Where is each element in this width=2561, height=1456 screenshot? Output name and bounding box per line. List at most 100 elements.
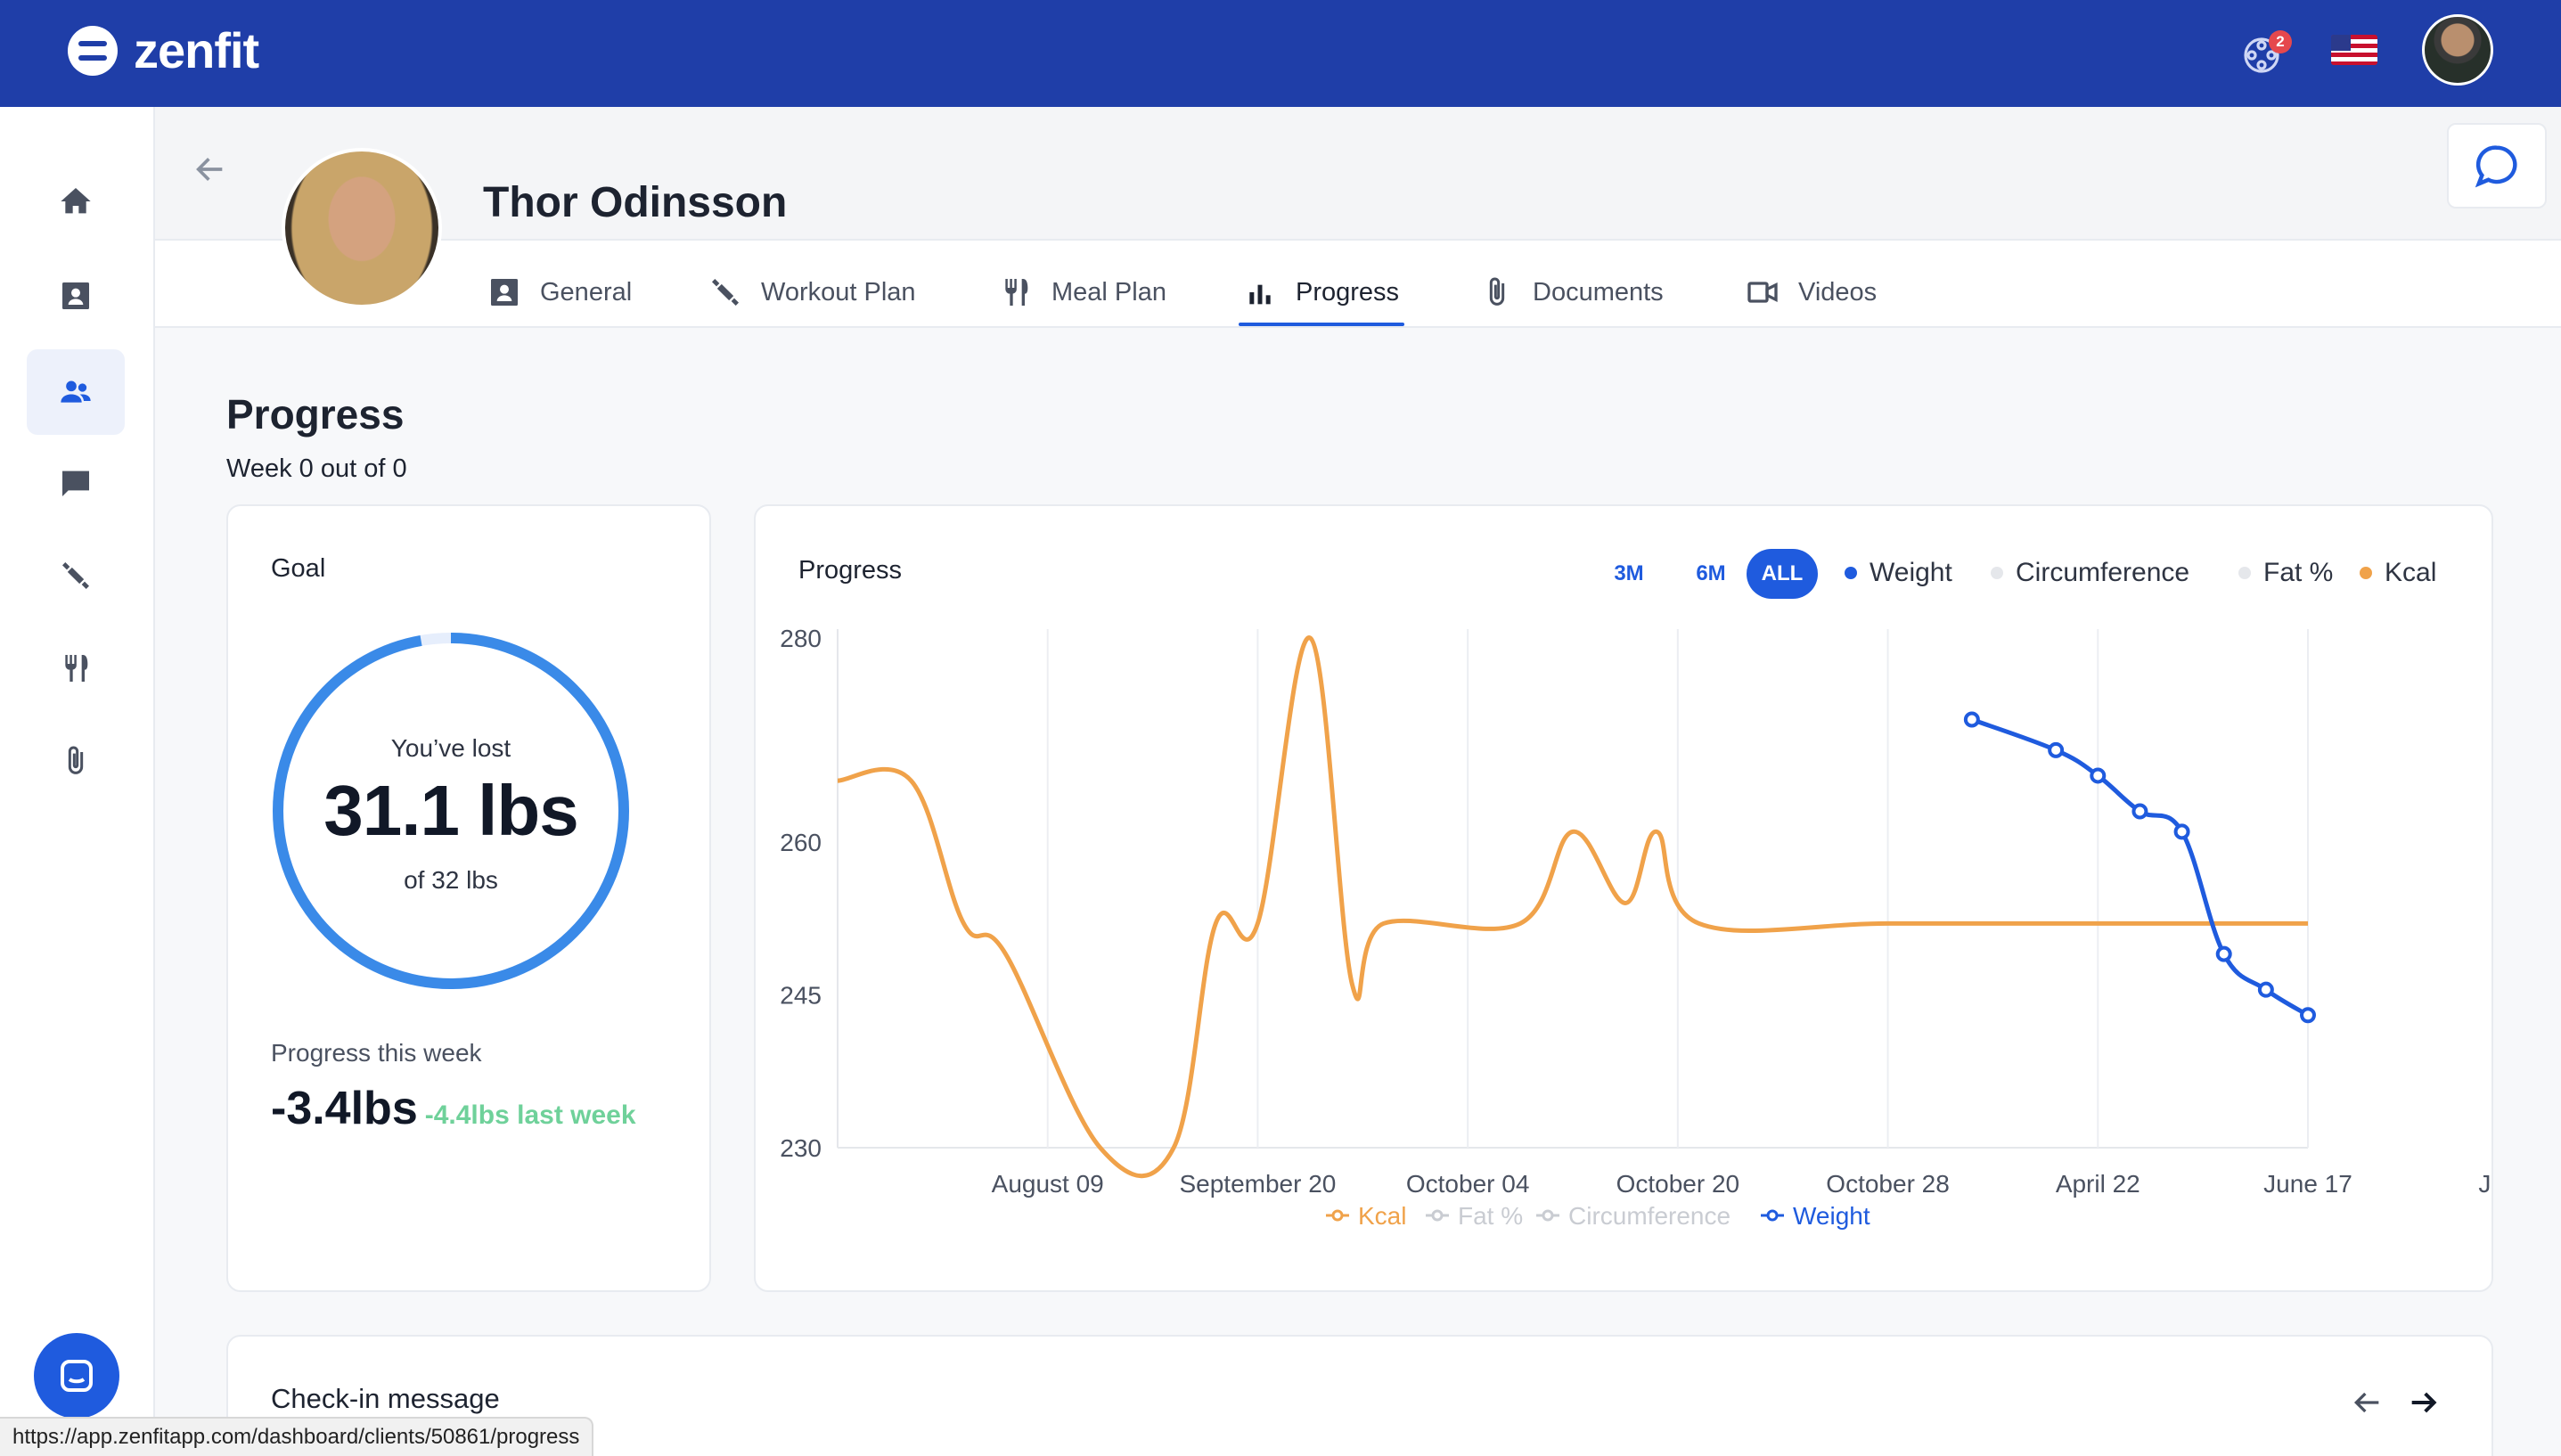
series-line-kcal	[837, 635, 2308, 1179]
legend-bottom-label: Kcal	[1358, 1202, 1406, 1230]
weight-point	[2215, 945, 2232, 962]
goal-card: Goal You’ve lost 31.1 lbs of 32 lbs Prog…	[226, 504, 711, 1292]
x-tick-label: October 04	[1406, 1170, 1530, 1198]
y-tick-label: 260	[780, 829, 822, 856]
chat-bubble-icon	[2475, 145, 2517, 188]
x-tick-label: September 20	[1179, 1170, 1336, 1198]
sidebar-item-workouts[interactable]	[27, 533, 125, 618]
range-6m-button[interactable]: 6M	[1696, 561, 1726, 585]
client-name: Thor Odinsson	[483, 179, 788, 226]
top-right-actions: 2	[2240, 14, 2493, 86]
legend-bottom-marker	[1766, 1209, 1779, 1222]
section-title: Progress	[226, 391, 405, 438]
notifications-button[interactable]: 2	[2240, 27, 2292, 73]
users-icon	[61, 380, 91, 403]
tab-general[interactable]: General	[487, 258, 632, 326]
legend-dot	[1991, 567, 2003, 579]
tab-label: Progress	[1296, 277, 1400, 307]
sidebar-item-meals[interactable]	[27, 626, 125, 711]
x-tick-label: August 09	[992, 1170, 1104, 1198]
sidebar-item-clients[interactable]	[27, 349, 125, 435]
chat-button[interactable]	[2447, 123, 2547, 209]
goal-lost-value: 31.1 lbs	[323, 771, 579, 850]
sidebar-item-documents[interactable]	[27, 718, 125, 804]
sidebar-item-messages[interactable]	[27, 440, 125, 526]
goal-ring-progress	[273, 633, 629, 989]
legend-label: Kcal	[2385, 558, 2437, 587]
arrow-right-icon[interactable]	[2406, 1385, 2442, 1420]
legend-dot	[2238, 567, 2251, 579]
tab-workout-plan[interactable]: Workout Plan	[708, 258, 916, 326]
tab-label: Workout Plan	[761, 277, 916, 307]
contact-card-icon	[62, 282, 89, 309]
tab-label: Videos	[1798, 277, 1878, 307]
legend-bottom-marker	[1431, 1209, 1444, 1222]
zenfit-logo-mark	[68, 25, 118, 76]
section-subtitle: Week 0 out of 0	[226, 454, 407, 483]
zenfit-logo[interactable]: zenfit	[68, 21, 259, 79]
progress-week-value: -3.4lbs	[271, 1083, 418, 1134]
weight-point	[2257, 981, 2274, 998]
chart-card-title: Progress	[798, 556, 903, 585]
tab-progress[interactable]: Progress	[1242, 258, 1399, 326]
weight-point	[2300, 1007, 2316, 1024]
x-tick-label: October 20	[1616, 1170, 1740, 1198]
legend-label: Weight	[1870, 558, 1952, 587]
chat-icon	[61, 1360, 93, 1392]
x-tick-label: July 31	[2478, 1170, 2491, 1198]
fork-knife-icon	[65, 655, 88, 682]
goal-ring: You’ve lost 31.1 lbs of 32 lbs	[271, 631, 631, 991]
legend-circumference[interactable]: Circumference	[1991, 558, 2189, 588]
us-flag-icon[interactable]	[2331, 35, 2377, 65]
user-avatar[interactable]	[2422, 14, 2493, 86]
legend-label: Fat %	[2263, 558, 2334, 587]
arrow-left-icon[interactable]	[2349, 1385, 2385, 1420]
legend-label: Circumference	[2016, 558, 2190, 587]
y-tick-label: 230	[780, 1134, 822, 1162]
last-week-value: -4.4lbs last week	[424, 1100, 636, 1130]
tab-videos[interactable]: Videos	[1745, 258, 1877, 326]
sidebar-item-home[interactable]	[27, 159, 125, 244]
contact-card-icon	[491, 279, 518, 306]
sidebar-item-contacts[interactable]	[27, 253, 125, 339]
back-arrow-icon[interactable]	[192, 151, 228, 187]
weight-point	[2173, 823, 2190, 840]
sidebar	[0, 107, 155, 1456]
weight-point	[2131, 803, 2148, 820]
weight-point	[2090, 767, 2107, 784]
weight-point	[1963, 711, 1980, 728]
app-name: zenfit	[134, 22, 259, 78]
progress-week-value-wrap: -3.4lbs -4.4lbs last week	[271, 1082, 636, 1135]
legend-bottom-label: Circumference	[1568, 1202, 1731, 1230]
goal-title: Goal	[271, 554, 326, 583]
range-all-button[interactable]: ALL	[1747, 549, 1818, 599]
legend-bottom-marker	[1542, 1209, 1554, 1222]
y-tick-label: 280	[780, 625, 822, 652]
support-chat-launcher[interactable]	[34, 1333, 119, 1419]
legend-kcal[interactable]: Kcal	[2360, 558, 2436, 588]
progress-week-label: Progress this week	[271, 1039, 482, 1067]
weight-point	[2048, 741, 2065, 758]
dumbbell-icon	[712, 279, 739, 306]
tab-documents[interactable]: Documents	[1479, 258, 1664, 326]
paperclip-icon	[68, 746, 84, 774]
legend-weight[interactable]: Weight	[1845, 558, 1952, 588]
range-3m-button[interactable]: 3M	[1614, 561, 1644, 585]
legend-dot	[1845, 567, 1857, 579]
goal-of-label: of 32 lbs	[404, 866, 498, 894]
tab-meal-plan[interactable]: Meal Plan	[998, 258, 1166, 326]
bar-chart-icon	[1249, 284, 1271, 305]
video-camera-icon	[1747, 282, 1778, 303]
client-tabs	[155, 239, 2561, 328]
checkin-card: Check-in message	[226, 1335, 2493, 1456]
dumbbell-icon	[62, 562, 89, 589]
client-avatar	[282, 148, 442, 308]
tab-label: Documents	[1533, 277, 1664, 307]
x-tick-label: October 28	[1826, 1170, 1950, 1198]
top-bar: zenfit 2	[0, 0, 2561, 107]
checkin-title: Check-in message	[271, 1383, 500, 1414]
goal-lost-label: You’ve lost	[390, 734, 511, 762]
legend-bottom-marker	[1331, 1209, 1344, 1222]
paperclip-icon	[1489, 277, 1505, 306]
legend-fat[interactable]: Fat %	[2238, 558, 2333, 588]
